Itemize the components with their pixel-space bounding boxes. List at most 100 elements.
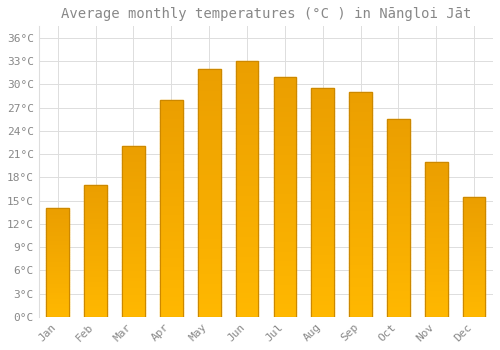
- Bar: [160, 252, 182, 256]
- Bar: [312, 308, 334, 312]
- Bar: [236, 158, 258, 163]
- Bar: [160, 135, 182, 139]
- Bar: [463, 197, 485, 199]
- Bar: [425, 236, 448, 239]
- Bar: [122, 245, 145, 248]
- Bar: [160, 182, 182, 187]
- Bar: [274, 254, 296, 259]
- Bar: [463, 247, 485, 250]
- Bar: [349, 294, 372, 299]
- Bar: [312, 139, 334, 143]
- Bar: [387, 159, 410, 163]
- Bar: [198, 252, 220, 257]
- Bar: [425, 205, 448, 208]
- Bar: [387, 214, 410, 218]
- Bar: [312, 303, 334, 308]
- Bar: [122, 211, 145, 215]
- Bar: [425, 267, 448, 270]
- Bar: [387, 242, 410, 246]
- Bar: [236, 260, 258, 266]
- Bar: [84, 238, 107, 240]
- Bar: [425, 202, 448, 205]
- Bar: [84, 198, 107, 201]
- Bar: [387, 182, 410, 187]
- Bar: [349, 209, 372, 214]
- Bar: [425, 187, 448, 190]
- Bar: [160, 208, 182, 213]
- Bar: [84, 185, 107, 317]
- Bar: [46, 219, 69, 221]
- Bar: [425, 162, 448, 165]
- Bar: [84, 301, 107, 304]
- Bar: [274, 206, 296, 211]
- Bar: [425, 295, 448, 298]
- Bar: [122, 259, 145, 262]
- Bar: [198, 312, 220, 317]
- Bar: [463, 286, 485, 288]
- Bar: [274, 312, 296, 317]
- Bar: [160, 273, 182, 278]
- Bar: [160, 126, 182, 130]
- Bar: [122, 177, 145, 181]
- Bar: [84, 188, 107, 190]
- Bar: [349, 187, 372, 191]
- Bar: [236, 250, 258, 256]
- Bar: [387, 155, 410, 159]
- Bar: [387, 143, 410, 147]
- Bar: [236, 204, 258, 209]
- Bar: [425, 292, 448, 295]
- Bar: [84, 296, 107, 298]
- Bar: [387, 297, 410, 301]
- Bar: [274, 144, 296, 149]
- Bar: [236, 199, 258, 204]
- Bar: [46, 254, 69, 256]
- Bar: [160, 278, 182, 282]
- Bar: [463, 310, 485, 312]
- Bar: [349, 114, 372, 119]
- Bar: [274, 274, 296, 278]
- Bar: [46, 230, 69, 232]
- Bar: [274, 259, 296, 264]
- Bar: [387, 198, 410, 202]
- Bar: [160, 165, 182, 169]
- Bar: [198, 69, 220, 317]
- Bar: [274, 139, 296, 144]
- Bar: [46, 315, 69, 317]
- Bar: [349, 285, 372, 290]
- Bar: [463, 293, 485, 295]
- Bar: [46, 208, 69, 317]
- Bar: [46, 282, 69, 284]
- Bar: [312, 244, 334, 248]
- Bar: [349, 146, 372, 150]
- Bar: [160, 152, 182, 156]
- Bar: [349, 164, 372, 168]
- Bar: [387, 234, 410, 238]
- Bar: [425, 270, 448, 273]
- Bar: [46, 295, 69, 297]
- Bar: [236, 143, 258, 148]
- Bar: [463, 266, 485, 269]
- Bar: [122, 293, 145, 296]
- Bar: [198, 94, 220, 99]
- Bar: [122, 156, 145, 160]
- Bar: [160, 104, 182, 108]
- Bar: [463, 199, 485, 202]
- Bar: [84, 190, 107, 193]
- Bar: [84, 254, 107, 256]
- Bar: [46, 273, 69, 275]
- Bar: [387, 289, 410, 293]
- Bar: [122, 150, 145, 153]
- Bar: [160, 139, 182, 143]
- Bar: [349, 223, 372, 227]
- Bar: [84, 259, 107, 261]
- Bar: [463, 211, 485, 213]
- Bar: [160, 187, 182, 191]
- Bar: [236, 220, 258, 225]
- Bar: [274, 91, 296, 96]
- Bar: [349, 254, 372, 258]
- Bar: [236, 179, 258, 184]
- Bar: [425, 215, 448, 218]
- Bar: [46, 289, 69, 291]
- Bar: [198, 108, 220, 113]
- Bar: [463, 214, 485, 216]
